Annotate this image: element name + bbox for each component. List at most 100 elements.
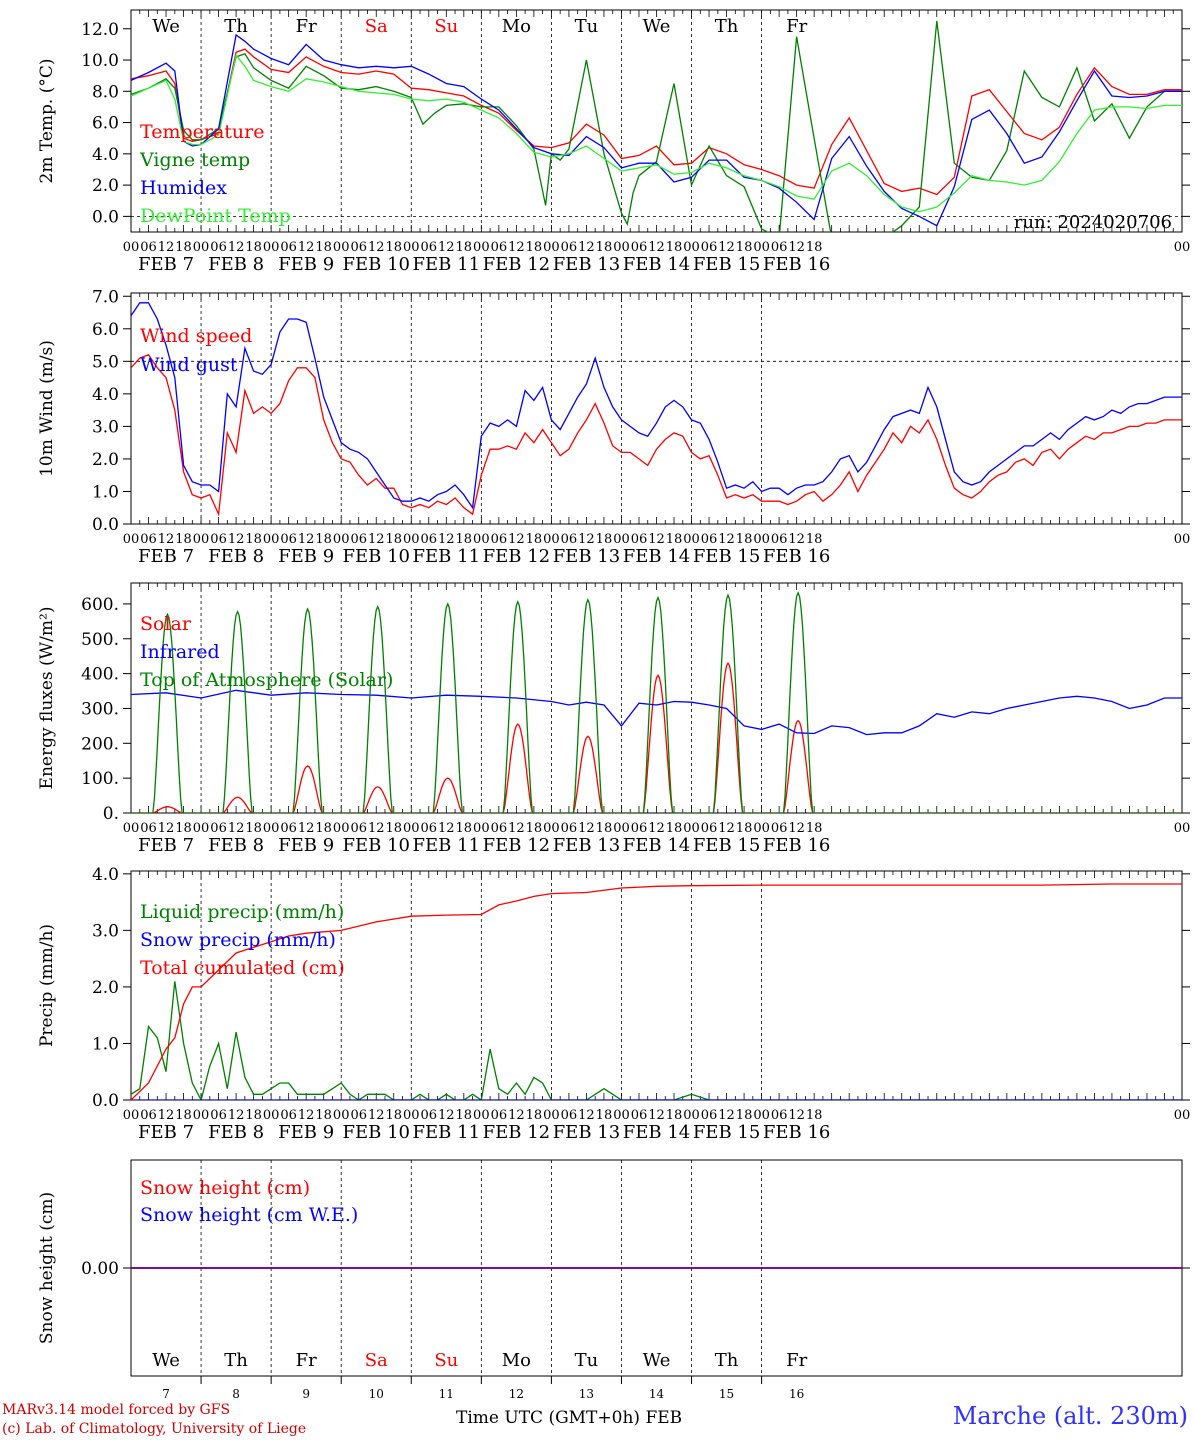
- hour-label: 00: [403, 240, 420, 255]
- y-tick-label: 5.0: [92, 352, 119, 372]
- x-axis-month: FEB: [645, 1408, 683, 1428]
- day-number-label: 13: [579, 1387, 594, 1401]
- date-label: FEB 7: [138, 546, 194, 567]
- hour-label: 06: [491, 532, 508, 547]
- hour-label: 00: [753, 532, 770, 547]
- date-label: FEB 9: [278, 546, 334, 567]
- series-line-liquid-precip-mm-h-: [131, 981, 1182, 1100]
- date-label: FEB 12: [483, 546, 550, 567]
- hour-label: 00: [613, 821, 630, 836]
- hour-label: 00: [263, 532, 280, 547]
- panel-frame: [130, 9, 1183, 233]
- hour-label: 06: [350, 1108, 367, 1123]
- hour-label: 00: [1174, 532, 1191, 547]
- legend-entry: Liquid precip (mm/h): [140, 901, 344, 923]
- hour-label: 12: [508, 532, 525, 547]
- hour-label: 18: [806, 532, 823, 547]
- hour-label: 12: [228, 821, 245, 836]
- weekday-label: Th: [224, 16, 248, 37]
- hour-label: 12: [368, 532, 385, 547]
- hour-label: 06: [561, 821, 578, 836]
- hour-label: 06: [280, 532, 297, 547]
- hour-label: 12: [648, 240, 665, 255]
- y-tick-label: 3.0: [92, 417, 119, 437]
- hour-label: 00: [683, 240, 700, 255]
- hour-label: 12: [718, 240, 735, 255]
- hour-label: 00: [543, 821, 560, 836]
- hour-label: 12: [298, 1108, 315, 1123]
- y-tick-label: 2.0: [92, 978, 119, 998]
- weekday-label: We: [152, 1350, 180, 1371]
- hour-label: 06: [210, 532, 227, 547]
- hour-label: 18: [456, 532, 473, 547]
- hour-label: 12: [718, 532, 735, 547]
- hour-label: 18: [526, 240, 543, 255]
- hour-label: 06: [421, 821, 438, 836]
- y-tick-label: 6.0: [92, 114, 119, 134]
- hour-label: 18: [315, 1108, 332, 1123]
- hour-label: 12: [298, 821, 315, 836]
- y-tick-label: 2.0: [92, 450, 119, 470]
- hour-label: 00: [753, 1108, 770, 1123]
- hour-label: 06: [701, 1108, 718, 1123]
- hour-label: 18: [385, 1108, 402, 1123]
- y-tick-label: 10.0: [81, 51, 119, 71]
- hour-label: 00: [1174, 240, 1191, 255]
- station-name: Marche (alt. 230m): [952, 1402, 1188, 1430]
- weekday-label: Su: [434, 16, 458, 37]
- date-label: FEB 15: [693, 546, 760, 567]
- hour-label: 12: [228, 532, 245, 547]
- weekday-label: Sa: [365, 16, 388, 37]
- date-label: FEB 11: [413, 254, 480, 275]
- hour-label: 00: [473, 240, 490, 255]
- y-tick-label: 4.0: [92, 145, 119, 165]
- hour-label: 00: [123, 1108, 140, 1123]
- hour-label: 06: [280, 821, 297, 836]
- hour-label: 18: [666, 1108, 683, 1123]
- hour-label: 12: [788, 532, 805, 547]
- date-label: FEB 13: [553, 1122, 620, 1143]
- date-label: FEB 7: [138, 1122, 194, 1143]
- hour-label: 12: [158, 1108, 175, 1123]
- plot-area: [131, 302, 1182, 517]
- date-label: FEB 14: [623, 1122, 690, 1143]
- hour-label: 00: [753, 821, 770, 836]
- legend-entry: Snow precip (mm/h): [140, 929, 336, 951]
- hour-label: 18: [245, 1108, 262, 1123]
- y-tick-label: 1.0: [92, 1034, 119, 1054]
- date-label: FEB 16: [763, 835, 830, 856]
- date-label: FEB 13: [553, 546, 620, 567]
- date-label: FEB 7: [138, 254, 194, 275]
- y-tick-label: 300.: [81, 699, 119, 719]
- hour-label: 18: [245, 240, 262, 255]
- hour-label: 00: [543, 1108, 560, 1123]
- weekday-label: Sa: [365, 1350, 388, 1371]
- hour-label: 06: [280, 240, 297, 255]
- date-label: FEB 15: [693, 254, 760, 275]
- hour-label: 12: [508, 1108, 525, 1123]
- weekday-label: Fr: [786, 16, 807, 37]
- hour-label: 12: [578, 1108, 595, 1123]
- hour-label: 06: [631, 240, 648, 255]
- y-tick-label: 2.0: [92, 176, 119, 196]
- y-tick-label: 4.0: [92, 385, 119, 405]
- date-label: FEB 16: [763, 1122, 830, 1143]
- date-label: FEB 14: [623, 546, 690, 567]
- hour-label: 18: [526, 1108, 543, 1123]
- weekday-label: Tu: [575, 1350, 599, 1371]
- hour-label: 06: [350, 240, 367, 255]
- plot-area: [131, 591, 1182, 813]
- hour-label: 06: [631, 821, 648, 836]
- hour-label: 00: [333, 1108, 350, 1123]
- hour-label: 18: [175, 532, 192, 547]
- weekday-label: Mo: [502, 1350, 531, 1371]
- hour-label: 06: [421, 532, 438, 547]
- hour-label: 00: [263, 821, 280, 836]
- hour-label: 00: [613, 240, 630, 255]
- hour-label: 12: [158, 821, 175, 836]
- date-label: FEB 13: [553, 254, 620, 275]
- y-tick-label: 500.: [81, 630, 119, 650]
- date-label: FEB 8: [208, 546, 264, 567]
- legend-entry: Snow height (cm): [140, 1177, 310, 1199]
- hour-label: 18: [385, 532, 402, 547]
